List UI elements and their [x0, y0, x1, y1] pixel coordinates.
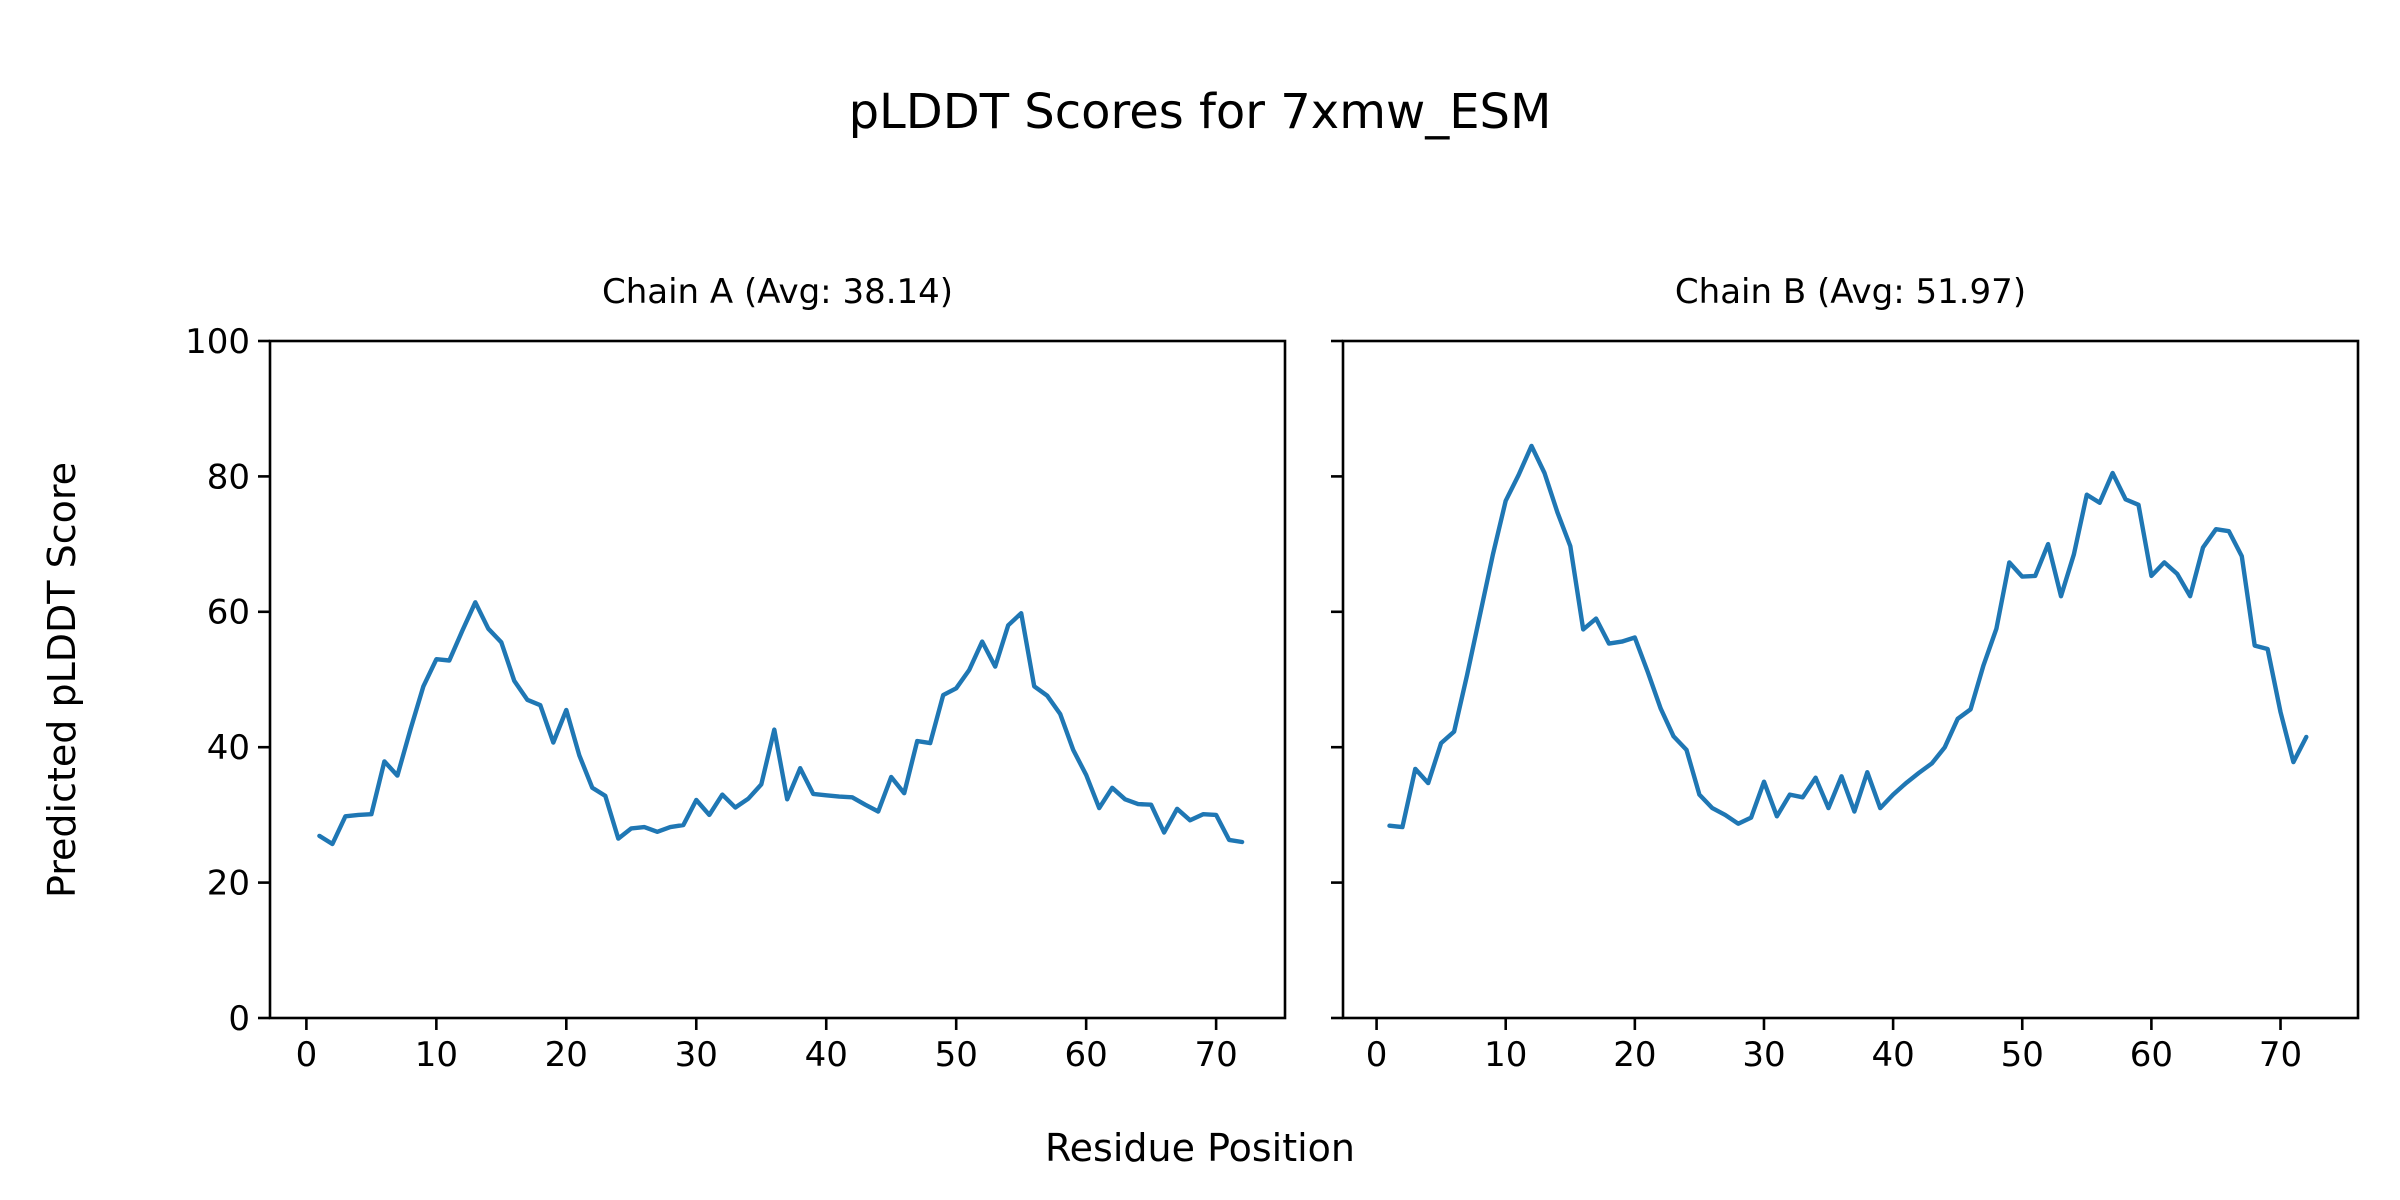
x-tick-label: 30 — [675, 1035, 718, 1075]
x-tick-label: 50 — [2001, 1035, 2044, 1075]
x-tick-label: 70 — [2259, 1035, 2302, 1075]
y-tick-label: 80 — [207, 457, 250, 497]
x-tick-label: 0 — [296, 1035, 318, 1075]
x-tick-label: 60 — [1065, 1035, 1108, 1075]
x-tick-label: 10 — [1484, 1035, 1527, 1075]
x-axis-label: Residue Position — [1044, 1126, 1356, 1170]
x-tick-label: 0 — [1366, 1035, 1388, 1075]
axes-box-chain-a — [268, 339, 1287, 1020]
x-tick-label: 70 — [1194, 1035, 1237, 1075]
y-tick-label: 40 — [207, 728, 250, 768]
plddt-line-chain-b — [1387, 443, 2309, 830]
x-tick-label: 10 — [415, 1035, 458, 1075]
y-tick-label: 0 — [228, 999, 250, 1039]
y-tick-label: 100 — [185, 322, 250, 362]
x-tick-label: 20 — [545, 1035, 588, 1075]
chain-a-subplot-title: Chain A (Avg: 38.14) — [601, 272, 954, 312]
y-tick-label: 60 — [207, 593, 250, 633]
figure-title: pLDDT Scores for 7xmw_ESM — [848, 84, 1552, 140]
x-tick-label: 60 — [2130, 1035, 2173, 1075]
x-tick-label: 20 — [1613, 1035, 1656, 1075]
x-tick-label: 50 — [935, 1035, 978, 1075]
plddt-line-chain-a — [317, 600, 1245, 847]
y-tick-label: 20 — [207, 864, 250, 904]
x-tick-label: 30 — [1742, 1035, 1785, 1075]
x-tick-label: 40 — [1871, 1035, 1914, 1075]
x-tick-label: 40 — [805, 1035, 848, 1075]
chain-b-subplot-title: Chain B (Avg: 51.97) — [1674, 272, 2027, 312]
axes-box-chain-b — [1341, 339, 2360, 1020]
